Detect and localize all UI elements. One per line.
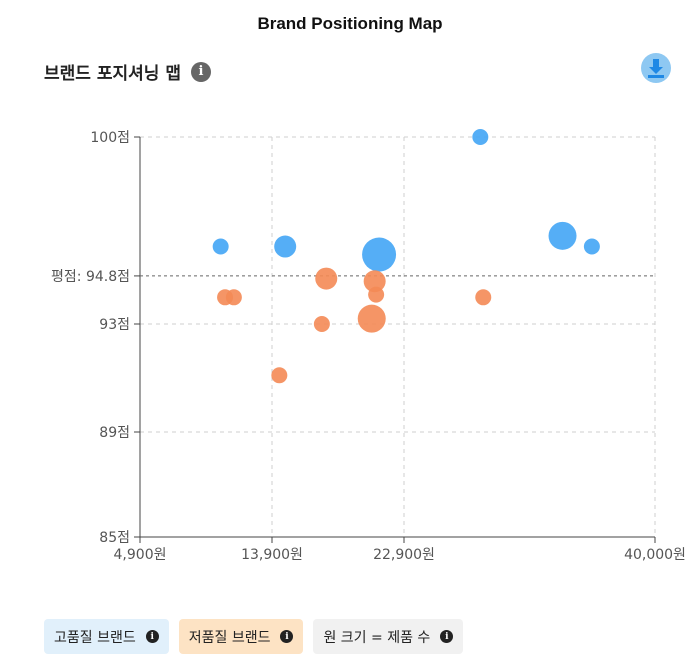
low-quality-point bbox=[313, 316, 330, 332]
low-quality-point bbox=[357, 304, 386, 333]
download-icon bbox=[648, 59, 664, 78]
x-tick-label: 40,000원 bbox=[624, 547, 686, 563]
low-quality-point bbox=[368, 286, 385, 303]
card-title-text: 브랜드 포지셔닝 맵 bbox=[44, 64, 181, 84]
x-tick-label: 4,900원 bbox=[114, 547, 167, 563]
legend-size-note[interactable]: 원 크기 = 제품 수 i bbox=[313, 619, 464, 654]
x-tick-label: 13,900원 bbox=[241, 547, 303, 563]
y-tick-label: 85점 bbox=[99, 530, 130, 546]
high-quality-point bbox=[212, 238, 229, 255]
card-title: 브랜드 포지셔닝 맵 i bbox=[44, 59, 211, 84]
high-quality-point bbox=[472, 129, 489, 145]
info-icon: i bbox=[280, 630, 294, 643]
y-tick-label: 100점 bbox=[90, 130, 130, 146]
high-quality-point bbox=[583, 238, 600, 255]
high-quality-point bbox=[274, 235, 297, 258]
low-quality-point bbox=[271, 367, 288, 384]
legend-high-label: 고품질 브랜드 bbox=[54, 629, 136, 646]
x-tick-label: 22,900원 bbox=[373, 547, 435, 563]
high-quality-point bbox=[548, 221, 577, 250]
low-quality-point bbox=[475, 289, 492, 306]
download-button[interactable] bbox=[641, 53, 671, 83]
y-tick-label: 93점 bbox=[99, 317, 130, 333]
scatter-chart: 85점 89점 93점 100점 4,900원 13,900원 22,900원 40,000원… bbox=[51, 129, 686, 563]
low-quality-point bbox=[315, 267, 338, 290]
low-quality-point bbox=[225, 289, 242, 306]
average-line-label: 평점: 94.8점 bbox=[51, 269, 130, 285]
legend-high-quality[interactable]: 고품질 브랜드 i bbox=[44, 619, 169, 654]
low-quality-point bbox=[363, 270, 386, 293]
legend: 고품질 브랜드 i 저품질 브랜드 i 원 크기 = 제품 수 i bbox=[44, 619, 464, 654]
legend-size-label: 원 크기 = 제품 수 bbox=[323, 629, 431, 646]
legend-low-quality[interactable]: 저품질 브랜드 i bbox=[178, 619, 304, 654]
y-tick-label: 89점 bbox=[99, 425, 130, 441]
page-title: Brand Positioning Map bbox=[257, 14, 443, 33]
high-quality-point bbox=[362, 237, 397, 272]
legend-low-label: 저품질 브랜드 bbox=[188, 629, 271, 646]
info-icon[interactable]: i bbox=[190, 61, 211, 82]
info-icon: i bbox=[440, 630, 454, 643]
info-icon: i bbox=[145, 630, 159, 643]
